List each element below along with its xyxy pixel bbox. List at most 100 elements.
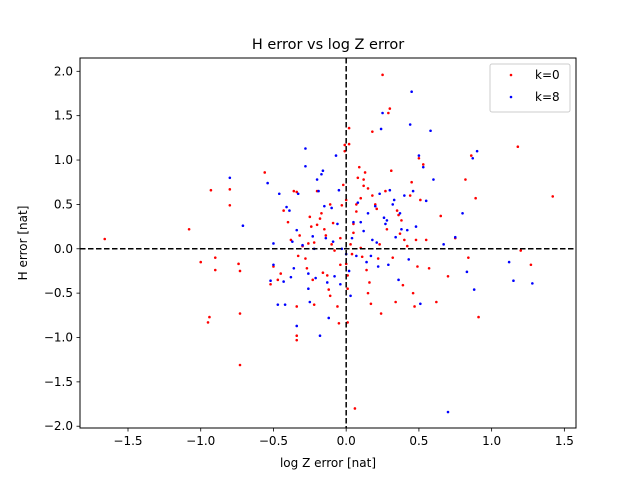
y-tick-label: 0.5 — [54, 197, 73, 211]
data-point — [323, 204, 326, 208]
y-tick-label: −0.5 — [44, 286, 73, 300]
data-point — [187, 227, 191, 231]
data-point — [401, 283, 405, 287]
data-point — [347, 126, 351, 130]
data-point — [289, 275, 293, 279]
data-point — [376, 257, 380, 260]
data-point — [347, 269, 351, 273]
data-point — [531, 282, 534, 285]
data-point — [362, 229, 365, 233]
data-point — [362, 184, 365, 188]
x-axis-title: log Z error [nat] — [280, 456, 376, 470]
data-point — [353, 407, 357, 410]
data-point — [379, 312, 383, 315]
data-point — [414, 225, 418, 228]
data-point — [389, 169, 393, 172]
data-point — [334, 154, 338, 157]
data-point — [363, 171, 367, 174]
data-point — [368, 281, 371, 284]
data-point — [295, 228, 299, 232]
legend-marker — [509, 95, 513, 99]
x-tick-label: −1.5 — [113, 434, 142, 448]
data-point — [427, 266, 431, 270]
data-point — [340, 203, 344, 207]
data-point — [357, 165, 361, 169]
data-point — [429, 129, 432, 133]
data-point — [291, 240, 294, 243]
data-point — [237, 262, 240, 266]
data-point — [366, 211, 370, 215]
legend-entries: k=0 k=8 — [509, 68, 560, 104]
data-point — [312, 303, 316, 306]
data-point — [384, 222, 387, 226]
data-point — [469, 154, 473, 157]
data-point — [387, 111, 390, 115]
data-point — [301, 243, 304, 247]
data-point — [308, 300, 312, 304]
x-tick-label: 0.0 — [337, 434, 356, 448]
data-point — [398, 232, 402, 235]
data-point — [403, 238, 406, 242]
data-point — [512, 279, 515, 283]
data-point — [341, 183, 345, 187]
data-point — [279, 272, 283, 275]
data-point — [365, 260, 368, 264]
data-point — [446, 410, 450, 414]
y-tick-label: 1.5 — [54, 109, 73, 123]
plot-frame — [79, 57, 577, 429]
data-point — [355, 210, 358, 213]
data-point — [365, 268, 368, 272]
data-point — [385, 219, 389, 222]
data-point — [339, 236, 342, 240]
data-point — [410, 180, 413, 184]
data-point — [424, 238, 428, 242]
data-point — [359, 220, 363, 224]
data-point — [381, 73, 384, 77]
data-point — [228, 203, 232, 207]
data-point — [320, 172, 323, 176]
data-point — [405, 244, 409, 248]
data-point — [288, 209, 291, 212]
chart-title: H error vs log Z error — [252, 37, 404, 53]
data-point — [369, 302, 373, 306]
data-point — [471, 156, 475, 160]
x-tick-label: 1.5 — [555, 434, 574, 448]
data-point — [400, 219, 403, 222]
data-point — [391, 203, 395, 206]
data-point — [366, 291, 370, 295]
data-point — [343, 143, 347, 147]
data-point — [414, 238, 418, 242]
data-point — [324, 236, 328, 240]
data-point — [337, 188, 341, 192]
data-point — [350, 236, 354, 240]
data-point — [467, 256, 470, 259]
data-point — [330, 243, 333, 246]
data-point — [333, 274, 336, 278]
data-point — [314, 276, 317, 280]
data-point — [421, 165, 425, 169]
data-point — [213, 268, 217, 272]
data-point — [337, 322, 341, 325]
data-point — [295, 334, 299, 338]
data-point — [321, 271, 325, 275]
data-point — [276, 303, 280, 306]
data-point — [213, 256, 217, 259]
legend-box — [489, 63, 571, 113]
data-point — [238, 363, 242, 367]
data-point — [453, 235, 457, 239]
data-point — [327, 288, 331, 291]
data-point — [331, 221, 335, 225]
data-point — [378, 192, 381, 196]
data-point — [282, 280, 285, 283]
data-point — [408, 194, 412, 197]
data-point — [289, 238, 293, 242]
data-point — [327, 316, 331, 320]
data-point — [315, 223, 319, 227]
data-point — [308, 215, 312, 219]
data-point — [320, 211, 323, 215]
data-point — [349, 294, 352, 298]
data-point — [339, 282, 342, 286]
data-point — [356, 201, 360, 204]
data-point — [371, 194, 374, 197]
